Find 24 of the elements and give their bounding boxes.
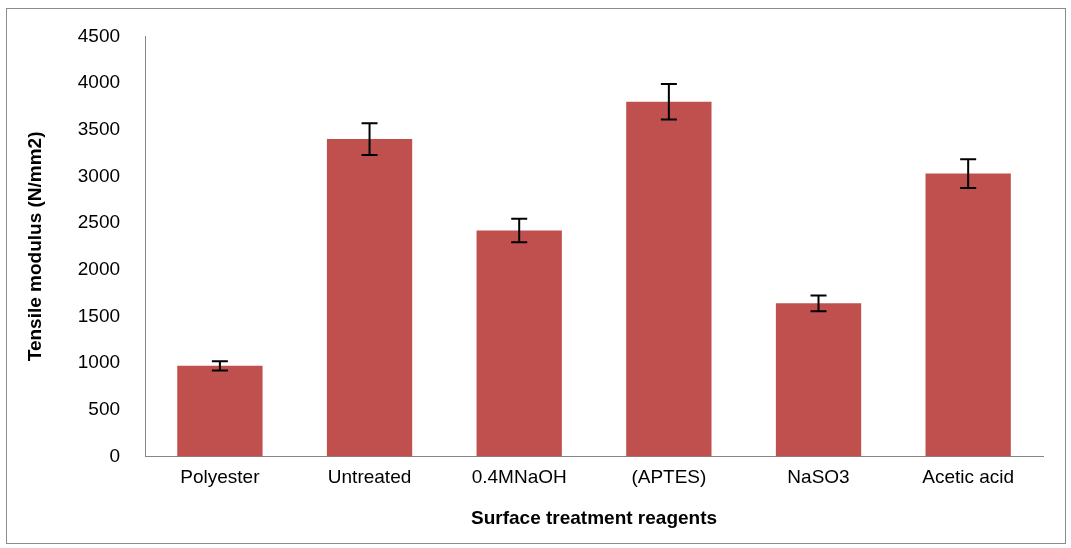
y-tick-label: 0 — [109, 444, 121, 466]
bar — [925, 173, 1011, 457]
y-tick-label: 3000 — [77, 164, 121, 186]
bar — [177, 365, 263, 457]
y-tick-label: 4500 — [77, 24, 121, 46]
bar — [326, 139, 413, 457]
bar — [626, 101, 712, 457]
bar — [476, 230, 562, 457]
x-axis-title: Surface treatment reagents — [471, 506, 718, 528]
x-tick-label: Untreated — [327, 466, 412, 488]
x-tick-label: (APTES) — [631, 466, 707, 488]
y-tick-label: 3500 — [77, 117, 121, 139]
x-tick-label: NaSO3 — [787, 466, 850, 488]
x-tick-label: Polyester — [180, 466, 261, 488]
x-tick-label: 0.4MNaOH — [471, 466, 567, 488]
y-axis-title: Tensile modulus (N/mm2) — [23, 131, 45, 362]
y-tick-label: 2500 — [77, 211, 121, 233]
y-tick-label: 1500 — [77, 304, 121, 326]
y-tick-label: 1000 — [77, 351, 121, 373]
y-tick-label: 4000 — [77, 71, 121, 93]
x-tick-label: Acetic acid — [922, 466, 1015, 488]
y-tick-label: 500 — [88, 397, 121, 419]
bar — [775, 303, 862, 457]
y-tick-label: 2000 — [77, 257, 121, 279]
